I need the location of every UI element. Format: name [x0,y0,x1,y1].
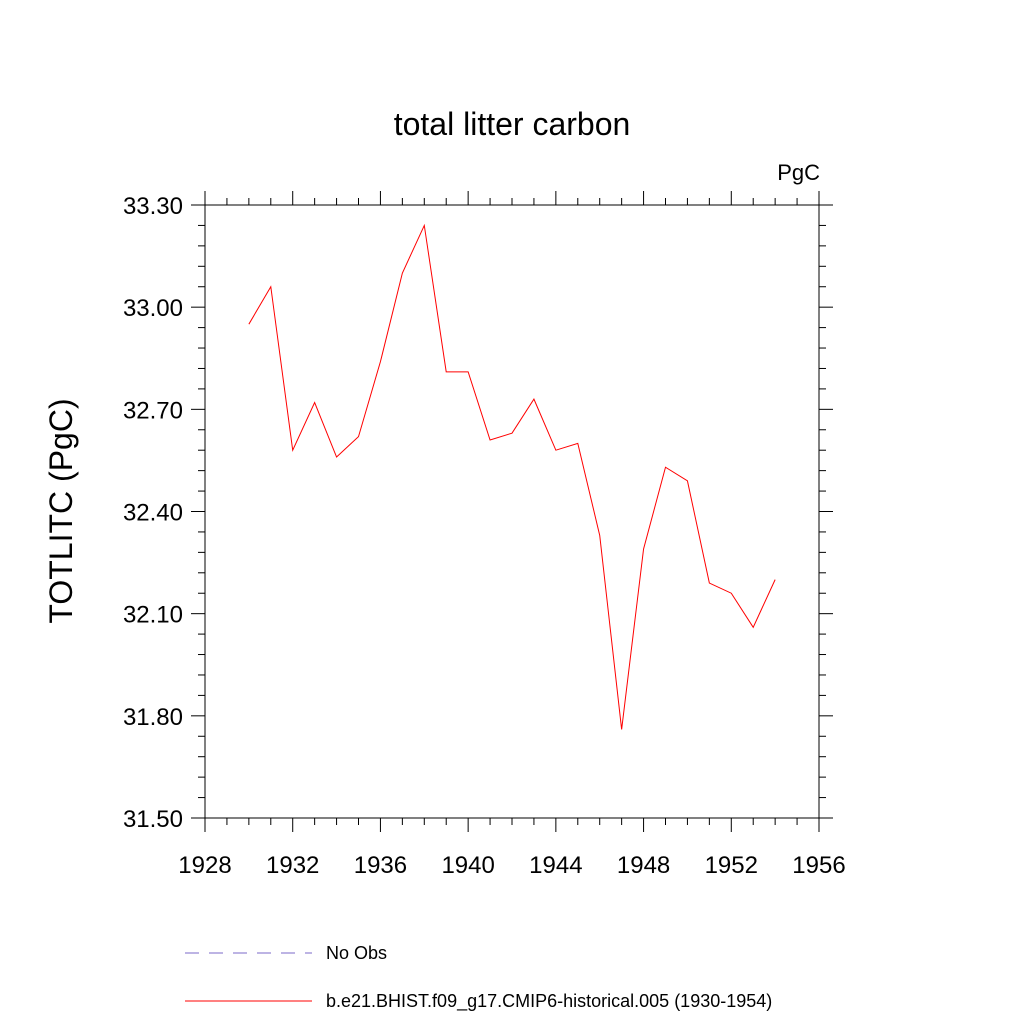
x-tick-label: 1952 [705,852,758,879]
x-tick-label: 1948 [617,852,670,879]
chart-title: total litter carbon [394,106,631,142]
legend-label: b.e21.BHIST.f09_g17.CMIP6-historical.005… [326,991,772,1012]
y-tick-label: 32.10 [123,602,183,629]
y-axis-label: TOTLITC (PgC) [43,398,79,623]
x-tick-label: 1956 [792,852,845,879]
y-tick-label: 33.00 [123,295,183,322]
y-tick-label: 32.70 [123,397,183,424]
x-tick-label: 1928 [178,852,231,879]
legend: No Obs b.e21.BHIST.f09_g17.CMIP6-historic… [185,943,772,1012]
x-tick-label: 1944 [529,852,582,879]
y-tick-label: 32.40 [123,500,183,527]
y-tick-label: 31.80 [123,704,183,731]
y-tick-label: 33.30 [123,193,183,220]
axes: 1928 1932 1936 1940 1944 1948 1952 1956 31.50 31.… [123,191,846,879]
legend-label: No Obs [326,943,387,963]
plot-frame [204,204,820,819]
series-line [248,223,776,730]
x-tick-label: 1932 [266,852,319,879]
y-tick-label: 31.50 [123,806,183,833]
units-label: PgC [777,160,820,185]
x-tick-label: 1936 [354,852,407,879]
x-tick-label: 1940 [441,852,494,879]
series-layer [248,223,776,730]
